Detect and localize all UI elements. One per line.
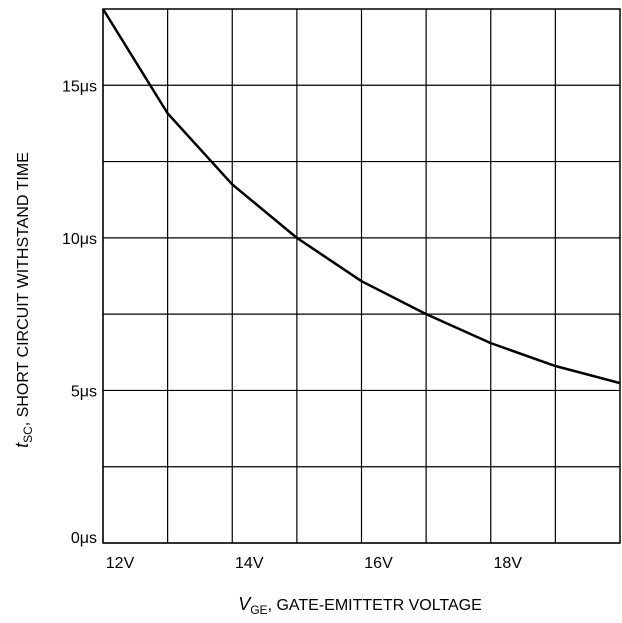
x-tick-label: 12V — [106, 555, 135, 572]
y-label-symbol: t — [12, 442, 32, 448]
data-line — [101, 8, 621, 385]
x-axis-label: VGE, GATE-EMITTETR VOLTAGE — [238, 594, 482, 617]
x-tick-label: 14V — [235, 555, 264, 572]
x-tick-label: 18V — [494, 555, 523, 572]
x-label-symbol: V — [238, 594, 252, 614]
y-tick-label: 0μs — [71, 530, 97, 547]
y-axis-label: tSC, SHORT CIRCUIT WITHSTAND TIME — [12, 152, 35, 448]
y-tick-label: 10μs — [62, 231, 97, 248]
y-tick-label: 5μs — [71, 383, 97, 400]
y-label-subscript: SC — [21, 426, 35, 443]
y-label-text: , SHORT CIRCUIT WITHSTAND TIME — [15, 152, 32, 426]
x-label-text: , GATE-EMITTETR VOLTAGE — [268, 597, 482, 614]
x-tick-label: 16V — [364, 555, 393, 572]
y-tick-label: 15μs — [62, 78, 97, 95]
x-label-subscript: GE — [250, 603, 267, 617]
